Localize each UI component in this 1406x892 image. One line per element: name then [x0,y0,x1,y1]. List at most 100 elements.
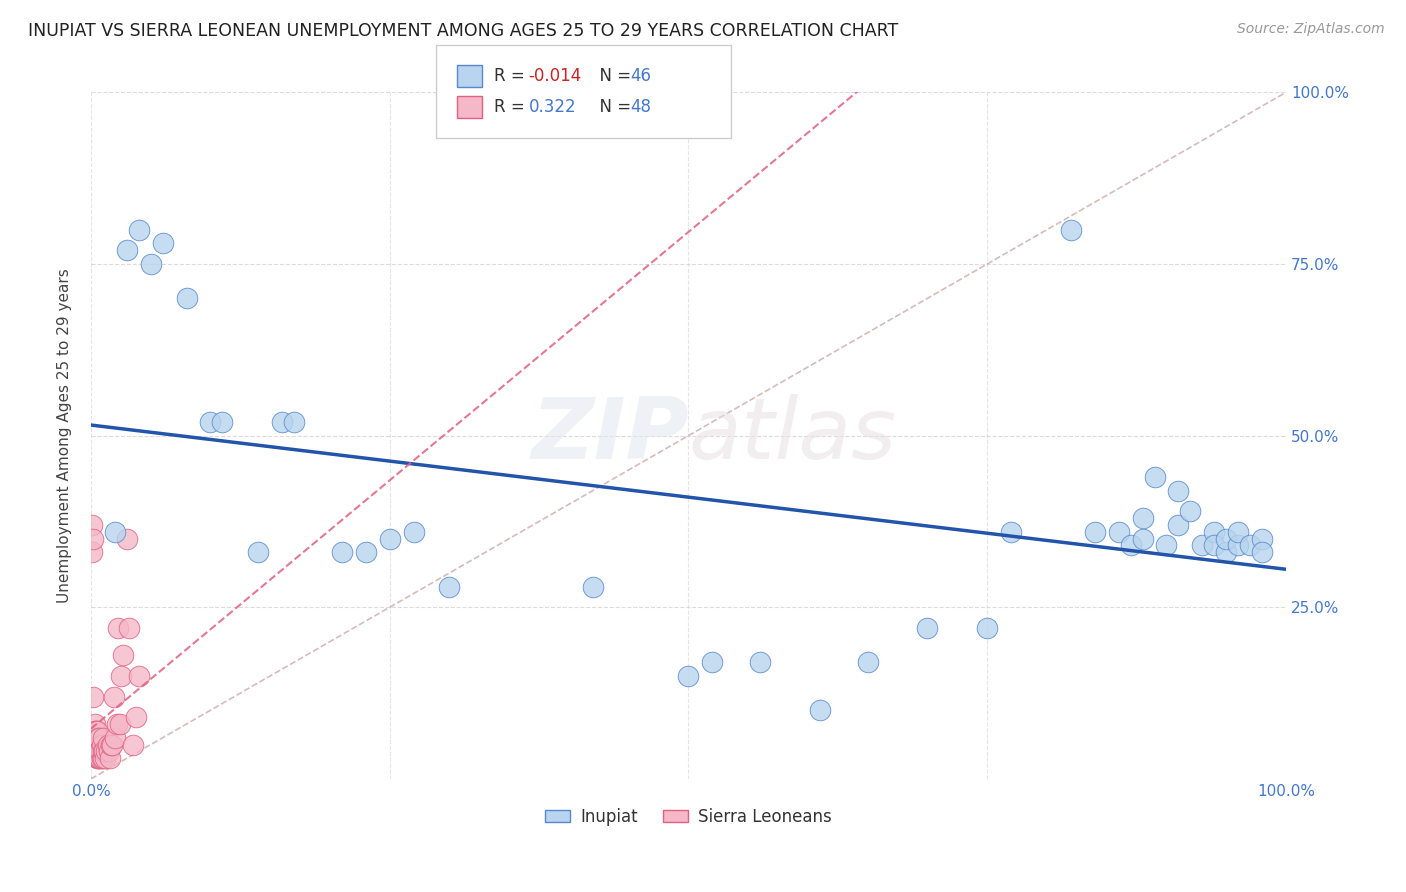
Point [439,580,461,594]
Point [112,648,135,663]
Point [82,517,104,532]
Point [89,744,111,758]
Point [1204,539,1226,553]
Point [678,669,700,683]
Point [354,545,377,559]
Y-axis label: Unemployment Among Ages 25 to 29 years: Unemployment Among Ages 25 to 29 years [58,268,72,603]
Point [98,751,121,765]
Point [82,545,104,559]
Point [96,744,118,758]
Point [917,621,939,635]
Point [84,723,107,738]
Point [1000,524,1022,539]
Point [97,738,120,752]
Point [86,723,108,738]
Point [808,703,831,717]
Text: 46: 46 [630,67,651,85]
Point [139,257,162,271]
Point [1132,532,1154,546]
Point [100,738,122,752]
Point [856,655,879,669]
Point [103,690,125,704]
Point [200,415,222,429]
Point [247,545,270,559]
Point [582,580,605,594]
Point [330,545,353,559]
Point [110,669,132,683]
Text: R =: R = [494,98,530,116]
Point [125,710,148,724]
Point [90,738,112,752]
Text: atlas: atlas [689,394,897,477]
Point [1084,524,1107,539]
Point [89,731,111,745]
Point [93,744,115,758]
Point [97,744,120,758]
Point [89,744,111,758]
Point [87,744,110,758]
Point [1227,539,1250,553]
Point [1108,524,1130,539]
Point [84,738,107,752]
Point [86,744,108,758]
Point [118,621,141,635]
Point [1156,539,1178,553]
Point [91,731,114,745]
Point [89,738,111,752]
Point [1119,539,1142,553]
Point [1204,524,1226,539]
Point [87,751,110,765]
Point [1180,504,1202,518]
Point [1167,483,1189,498]
Point [1215,545,1237,559]
Point [115,244,138,258]
Point [83,717,105,731]
Point [84,744,107,758]
Text: ZIP: ZIP [531,394,689,477]
Point [89,751,111,765]
Point [1227,524,1250,539]
Point [1239,539,1261,553]
Point [128,669,150,683]
Text: Source: ZipAtlas.com: Source: ZipAtlas.com [1237,22,1385,37]
Point [86,738,108,752]
Point [283,415,305,429]
Point [104,731,127,745]
Point [1191,539,1213,553]
Legend: Inupiat, Sierra Leoneans: Inupiat, Sierra Leoneans [538,801,838,832]
Point [86,751,108,765]
Text: N =: N = [589,67,637,85]
Point [976,621,998,635]
Point [87,731,110,745]
Point [83,723,105,738]
Text: INUPIAT VS SIERRA LEONEAN UNEMPLOYMENT AMONG AGES 25 TO 29 YEARS CORRELATION CHA: INUPIAT VS SIERRA LEONEAN UNEMPLOYMENT A… [28,22,898,40]
Point [1251,545,1274,559]
Point [105,717,128,731]
Point [1060,222,1083,236]
Point [82,690,104,704]
Point [90,751,112,765]
Point [108,717,131,731]
Point [378,532,401,546]
Point [82,532,104,546]
Point [89,751,111,765]
Point [128,222,150,236]
Point [1251,532,1274,546]
Point [1167,517,1189,532]
Point [91,751,114,765]
Text: N =: N = [589,98,637,116]
Point [83,738,105,752]
Point [104,524,127,539]
Point [211,415,233,429]
Point [121,738,143,752]
Text: R =: R = [494,67,530,85]
Point [107,621,129,635]
Text: 48: 48 [630,98,651,116]
Point [402,524,425,539]
Point [94,751,117,765]
Point [101,738,124,752]
Text: 0.322: 0.322 [529,98,576,116]
Point [1143,470,1166,484]
Point [1215,532,1237,546]
Point [1132,511,1154,525]
